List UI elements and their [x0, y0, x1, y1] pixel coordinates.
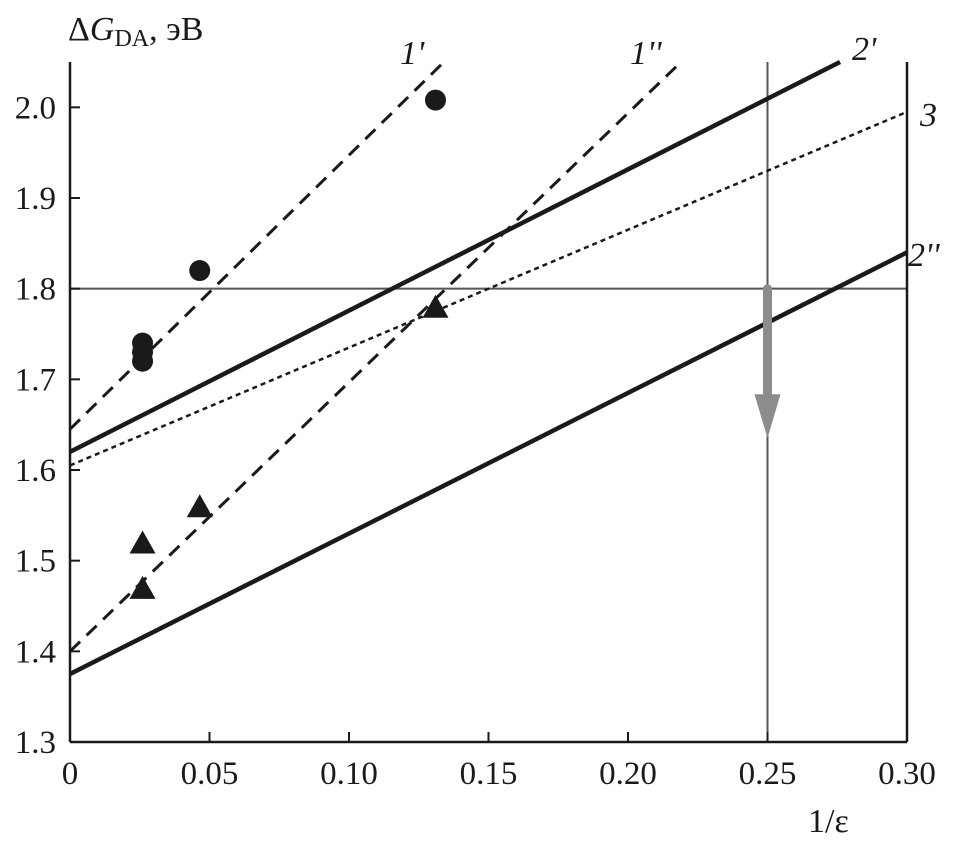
y-tick-label: 1.8	[15, 272, 56, 308]
x-tick-label: 0.05	[181, 756, 239, 792]
y-tick-label: 2.0	[15, 90, 56, 126]
x-tick-label: 0.25	[739, 756, 797, 792]
data-point-triangle	[186, 494, 213, 518]
y-title-symbol: G	[90, 11, 115, 48]
fit-lines	[68, 59, 909, 677]
data-point-triangle	[129, 575, 156, 599]
y-title-unit: , эВ	[149, 11, 203, 48]
series-label-3: 2'	[852, 31, 877, 68]
series-line-3	[68, 59, 842, 454]
y-tick-label: 1.6	[15, 453, 56, 489]
y-tick-label: 1.5	[15, 544, 56, 580]
x-tick-label: 0.15	[460, 756, 518, 792]
data-point-circle	[189, 260, 211, 282]
data-point-triangle	[129, 530, 156, 554]
arrow-head	[754, 394, 781, 439]
y-tick-label: 1.3	[15, 725, 56, 761]
data-points	[129, 89, 449, 599]
series-line-1	[68, 60, 445, 431]
series-label-2: 1''	[630, 35, 662, 72]
series-line-5	[68, 250, 909, 677]
series-line-2	[68, 60, 683, 653]
reference-lines	[70, 62, 907, 742]
x-tick-label: 0.10	[320, 756, 378, 792]
y-title-subscript: DA	[114, 26, 149, 52]
axes: 0 0.05 0.10 0.15 0.20 0.25 0.30 1.3 1.4 1.5 1.6 1.7…	[15, 62, 936, 792]
y-axis-title: ΔGDA, эВ	[68, 11, 203, 52]
x-tick-label: 0.30	[878, 756, 936, 792]
y-title-delta: Δ	[68, 11, 90, 48]
x-axis-title: 1/ε	[808, 803, 849, 840]
x-tick-label: 0	[62, 756, 79, 792]
y-tick-label: 1.4	[15, 634, 56, 670]
y-tick-label: 1.9	[15, 181, 56, 217]
text-labels: ΔGDA, эВ 1/ε 1' 1'' 2' 3 2''	[68, 11, 940, 840]
x-tick-label: 0.20	[599, 756, 657, 792]
data-point-triangle	[422, 294, 449, 318]
data-point-circle	[132, 350, 154, 372]
series-label-4: 3	[919, 97, 937, 134]
series-label-5: 2''	[908, 237, 940, 274]
series-line-4	[69, 110, 908, 467]
data-point-circle	[424, 89, 446, 111]
series-label-1: 1'	[400, 35, 425, 72]
y-tick-label: 1.7	[15, 362, 56, 398]
